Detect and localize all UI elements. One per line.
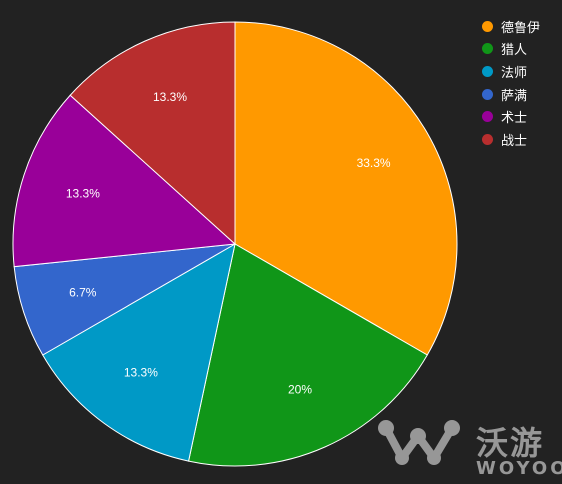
legend-marker-icon bbox=[482, 111, 493, 123]
pie-slice-0[interactable] bbox=[234, 21, 458, 356]
legend-label: 法师 bbox=[501, 65, 528, 81]
legend-label: 战士 bbox=[501, 133, 528, 149]
legend-item-mage[interactable]: 法师 bbox=[482, 60, 540, 83]
pie-slice-5[interactable] bbox=[69, 21, 236, 246]
watermark-text: 沃游 bbox=[476, 424, 545, 462]
legend-item-hunter[interactable]: 猎人 bbox=[482, 38, 540, 61]
legend-label: 萨满 bbox=[501, 88, 528, 104]
slice-percent-label: 13.3% bbox=[124, 366, 158, 380]
legend-item-warlock[interactable]: 术士 bbox=[482, 105, 540, 128]
legend-marker-icon bbox=[482, 133, 493, 145]
legend-label: 德鲁伊 bbox=[501, 20, 541, 36]
pie-slice-4[interactable] bbox=[12, 94, 237, 268]
slice-percent-label: 13.3% bbox=[66, 186, 100, 200]
legend-marker-icon bbox=[482, 88, 493, 100]
slice-percent-label: 33.3% bbox=[357, 156, 391, 170]
legend-item-shaman[interactable]: 萨满 bbox=[482, 83, 540, 106]
pie-slice-1[interactable] bbox=[187, 243, 428, 467]
legend-label: 术士 bbox=[501, 111, 528, 127]
watermark: 沃游 WOYOO bbox=[376, 414, 562, 479]
legend-marker-icon bbox=[482, 43, 493, 55]
legend: 德鲁伊 猎人 法师 萨满 术士 战士 bbox=[482, 15, 540, 151]
legend-label: 猎人 bbox=[501, 43, 528, 59]
legend-marker-icon bbox=[482, 65, 493, 77]
pie-slice-2[interactable] bbox=[42, 243, 236, 462]
legend-marker-icon bbox=[482, 20, 493, 32]
slice-percent-label: 20% bbox=[288, 382, 312, 396]
slice-percent-label: 13.3% bbox=[153, 90, 187, 104]
woyoo-logo-icon bbox=[378, 420, 460, 465]
legend-item-druid[interactable]: 德鲁伊 bbox=[482, 15, 540, 38]
slice-percent-label: 6.7% bbox=[69, 285, 97, 299]
legend-item-warrior[interactable]: 战士 bbox=[482, 128, 540, 151]
watermark-subtext: WOYOO bbox=[476, 458, 562, 479]
